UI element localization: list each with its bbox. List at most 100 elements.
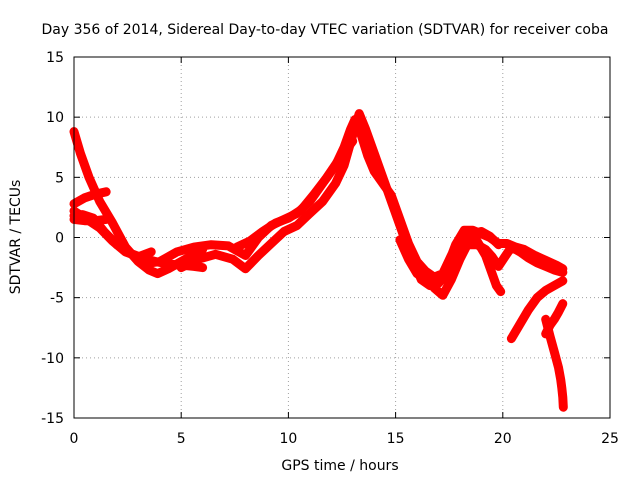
data-point-marker (145, 266, 153, 274)
data-point-marker (319, 197, 327, 205)
data-point-marker (173, 248, 181, 256)
y-tick-label: 0 (55, 231, 64, 247)
series-trace-13 (541, 314, 568, 412)
y-tick-label: -15 (41, 411, 64, 427)
x-tick-label: 5 (177, 431, 186, 447)
y-tick-label: -5 (50, 291, 64, 307)
y-axis-label: SDTVAR / TECUs (8, 180, 24, 295)
data-point-marker (190, 243, 198, 251)
data-point-marker (177, 264, 185, 272)
data-point-marker (96, 224, 104, 232)
data-point-marker (413, 270, 421, 278)
data-point-marker (555, 308, 563, 316)
data-point-marker (199, 264, 207, 272)
data-point-marker (464, 238, 472, 246)
data-point-marker (76, 149, 84, 157)
data-point-marker (495, 262, 503, 270)
data-point-marker (507, 243, 515, 251)
data-point-marker (486, 232, 494, 240)
data-point-marker (381, 179, 389, 187)
data-point-marker (482, 252, 490, 260)
data-point-marker (396, 236, 404, 244)
data-point-marker (207, 241, 215, 249)
data-point-marker (134, 253, 142, 261)
data-point-marker (525, 254, 533, 262)
data-point-marker (233, 243, 241, 251)
y-tick-label: 15 (46, 50, 64, 66)
data-point-marker (259, 227, 267, 235)
data-point-marker (109, 219, 117, 227)
series-trace-8 (232, 136, 358, 252)
data-point-marker (280, 227, 288, 235)
x-tick-label: 10 (279, 431, 297, 447)
y-tick-label: -10 (41, 351, 64, 367)
data-point-marker (473, 237, 481, 245)
x-tick-label: 0 (70, 431, 79, 447)
data-point-marker (83, 215, 91, 223)
data-point-marker (154, 270, 162, 278)
data-point-marker (310, 190, 318, 198)
data-point-marker (439, 291, 447, 299)
data-point-marker (362, 125, 370, 133)
data-point-marker (550, 348, 558, 356)
data-point-marker (497, 288, 505, 296)
data-point-marker (492, 282, 500, 290)
data-point-marker (477, 227, 485, 235)
data-point-marker (340, 161, 348, 169)
data-point-marker (323, 173, 331, 181)
axis-ticks: 0 5 10 15 20 25 -15 -10 -5 0 5 10 15 (41, 50, 619, 447)
data-series (69, 109, 568, 412)
data-point-marker (495, 241, 503, 249)
data-point-marker (139, 260, 147, 268)
data-point-marker (533, 294, 541, 302)
chart-title: Day 356 of 2014, Sidereal Day-to-day VTE… (42, 22, 609, 38)
data-point-marker (355, 110, 363, 118)
data-point-marker (109, 237, 117, 245)
data-point-marker (102, 188, 110, 196)
data-point-marker (447, 252, 455, 260)
data-point-marker (542, 286, 550, 294)
data-point-marker (550, 266, 558, 274)
data-point-marker (533, 259, 541, 267)
data-point-marker (546, 332, 554, 340)
data-point-marker (516, 320, 524, 328)
data-point-marker (242, 252, 250, 260)
data-point-marker (559, 394, 567, 402)
data-point-marker (212, 250, 220, 258)
data-point-marker (272, 219, 280, 227)
x-tick-label: 20 (494, 431, 512, 447)
data-point-marker (85, 173, 93, 181)
data-point-marker (559, 277, 567, 285)
data-point-marker (422, 267, 430, 275)
data-point-marker (147, 248, 155, 256)
data-point-marker (439, 270, 447, 278)
data-point-marker (488, 270, 496, 278)
data-point-marker (447, 276, 455, 284)
data-point-marker (557, 375, 565, 383)
y-tick-label: 10 (46, 110, 64, 126)
data-point-marker (460, 226, 468, 234)
x-axis-label: GPS time / hours (281, 458, 398, 474)
data-point-marker (430, 284, 438, 292)
data-point-marker (392, 209, 400, 217)
data-point-marker (293, 221, 301, 229)
data-point-marker (364, 152, 372, 160)
data-point-marker (102, 215, 110, 223)
data-point-marker (370, 149, 378, 157)
data-point-marker (542, 262, 550, 270)
data-point-marker (456, 255, 464, 263)
data-point-marker (555, 363, 563, 371)
data-point-marker (229, 255, 237, 263)
data-point-marker (559, 300, 567, 308)
x-tick-label: 25 (601, 431, 619, 447)
data-point-marker (404, 255, 412, 263)
x-tick-label: 15 (387, 431, 405, 447)
data-point-marker (550, 315, 558, 323)
data-point-marker (469, 230, 477, 238)
data-point-marker (242, 265, 250, 273)
series-trace-3 (69, 187, 111, 209)
data-point-marker (422, 276, 430, 284)
series-trace-10 (429, 236, 506, 300)
data-point-marker (349, 137, 357, 145)
